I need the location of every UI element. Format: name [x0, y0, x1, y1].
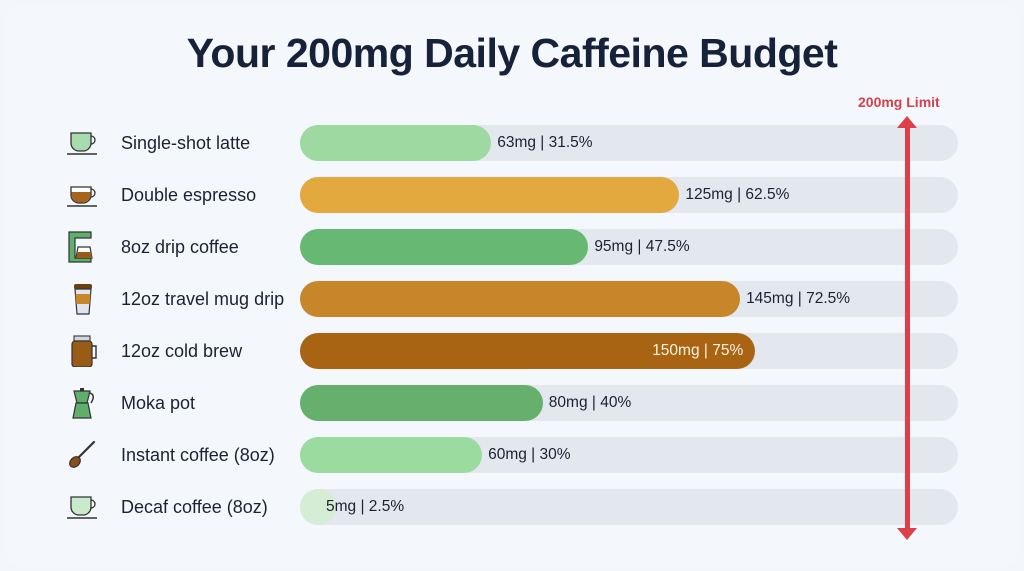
category-label: 12oz cold brew — [121, 341, 243, 361]
data-label: 145mg | 72.5% — [746, 290, 851, 307]
category-label: Single-shot latte — [121, 133, 251, 153]
category-label: Decaf coffee (8oz) — [121, 497, 268, 517]
bar — [300, 489, 336, 525]
category-label: Instant coffee (8oz) — [121, 445, 275, 465]
category-label: Double espresso — [121, 185, 257, 205]
drip-coffee-maker-icon — [68, 231, 93, 263]
bar-row: Instant coffee (8oz) 60mg | 30% — [0, 437, 1024, 473]
bar — [300, 385, 543, 421]
data-label: 150mg | 75% — [652, 342, 744, 359]
data-label: 60mg | 30% — [488, 446, 571, 463]
data-label: 125mg | 62.5% — [685, 186, 790, 203]
bar — [300, 229, 589, 265]
bar-row: Single-shot latte 63mg | 31.5% — [0, 125, 1024, 161]
category-label: 8oz drip coffee — [121, 237, 239, 257]
bar — [300, 281, 741, 317]
limit-label: 200mg Limit — [858, 94, 940, 110]
data-label: 80mg | 40% — [548, 394, 632, 411]
bar-track — [300, 489, 958, 525]
data-label: 63mg | 31.5% — [497, 134, 593, 151]
bar-row: Moka pot 80mg | 40% — [0, 385, 1024, 421]
latte-cup-icon — [67, 132, 97, 155]
bar-row: Decaf coffee (8oz) 5mg | 2.5% — [0, 489, 1024, 525]
bar-row: 12oz travel mug drip 145mg | 72.5% — [0, 281, 1024, 317]
category-label: 12oz travel mug drip — [121, 289, 285, 309]
spoon-icon — [69, 440, 96, 468]
data-label: 5mg | 2.5% — [326, 498, 405, 515]
bar-row: 12oz cold brew 150mg | 75% — [0, 333, 1024, 369]
moka-pot-icon — [72, 388, 94, 419]
bar — [300, 125, 492, 161]
espresso-cup-icon — [67, 186, 97, 207]
mason-jar-icon — [71, 335, 97, 367]
travel-mug-icon — [74, 284, 92, 315]
decaf-cup-icon — [67, 496, 97, 519]
bar — [300, 177, 680, 213]
data-label: 95mg | 47.5% — [594, 238, 690, 255]
chart-title: Your 200mg Daily Caffeine Budget — [186, 30, 838, 76]
bar — [300, 437, 483, 473]
bar — [300, 333, 756, 369]
bar-row: Double espresso 125mg | 62.5% — [0, 177, 1024, 213]
bar-row: 8oz drip coffee 95mg | 47.5% — [0, 229, 1024, 265]
category-label: Moka pot — [121, 393, 196, 413]
